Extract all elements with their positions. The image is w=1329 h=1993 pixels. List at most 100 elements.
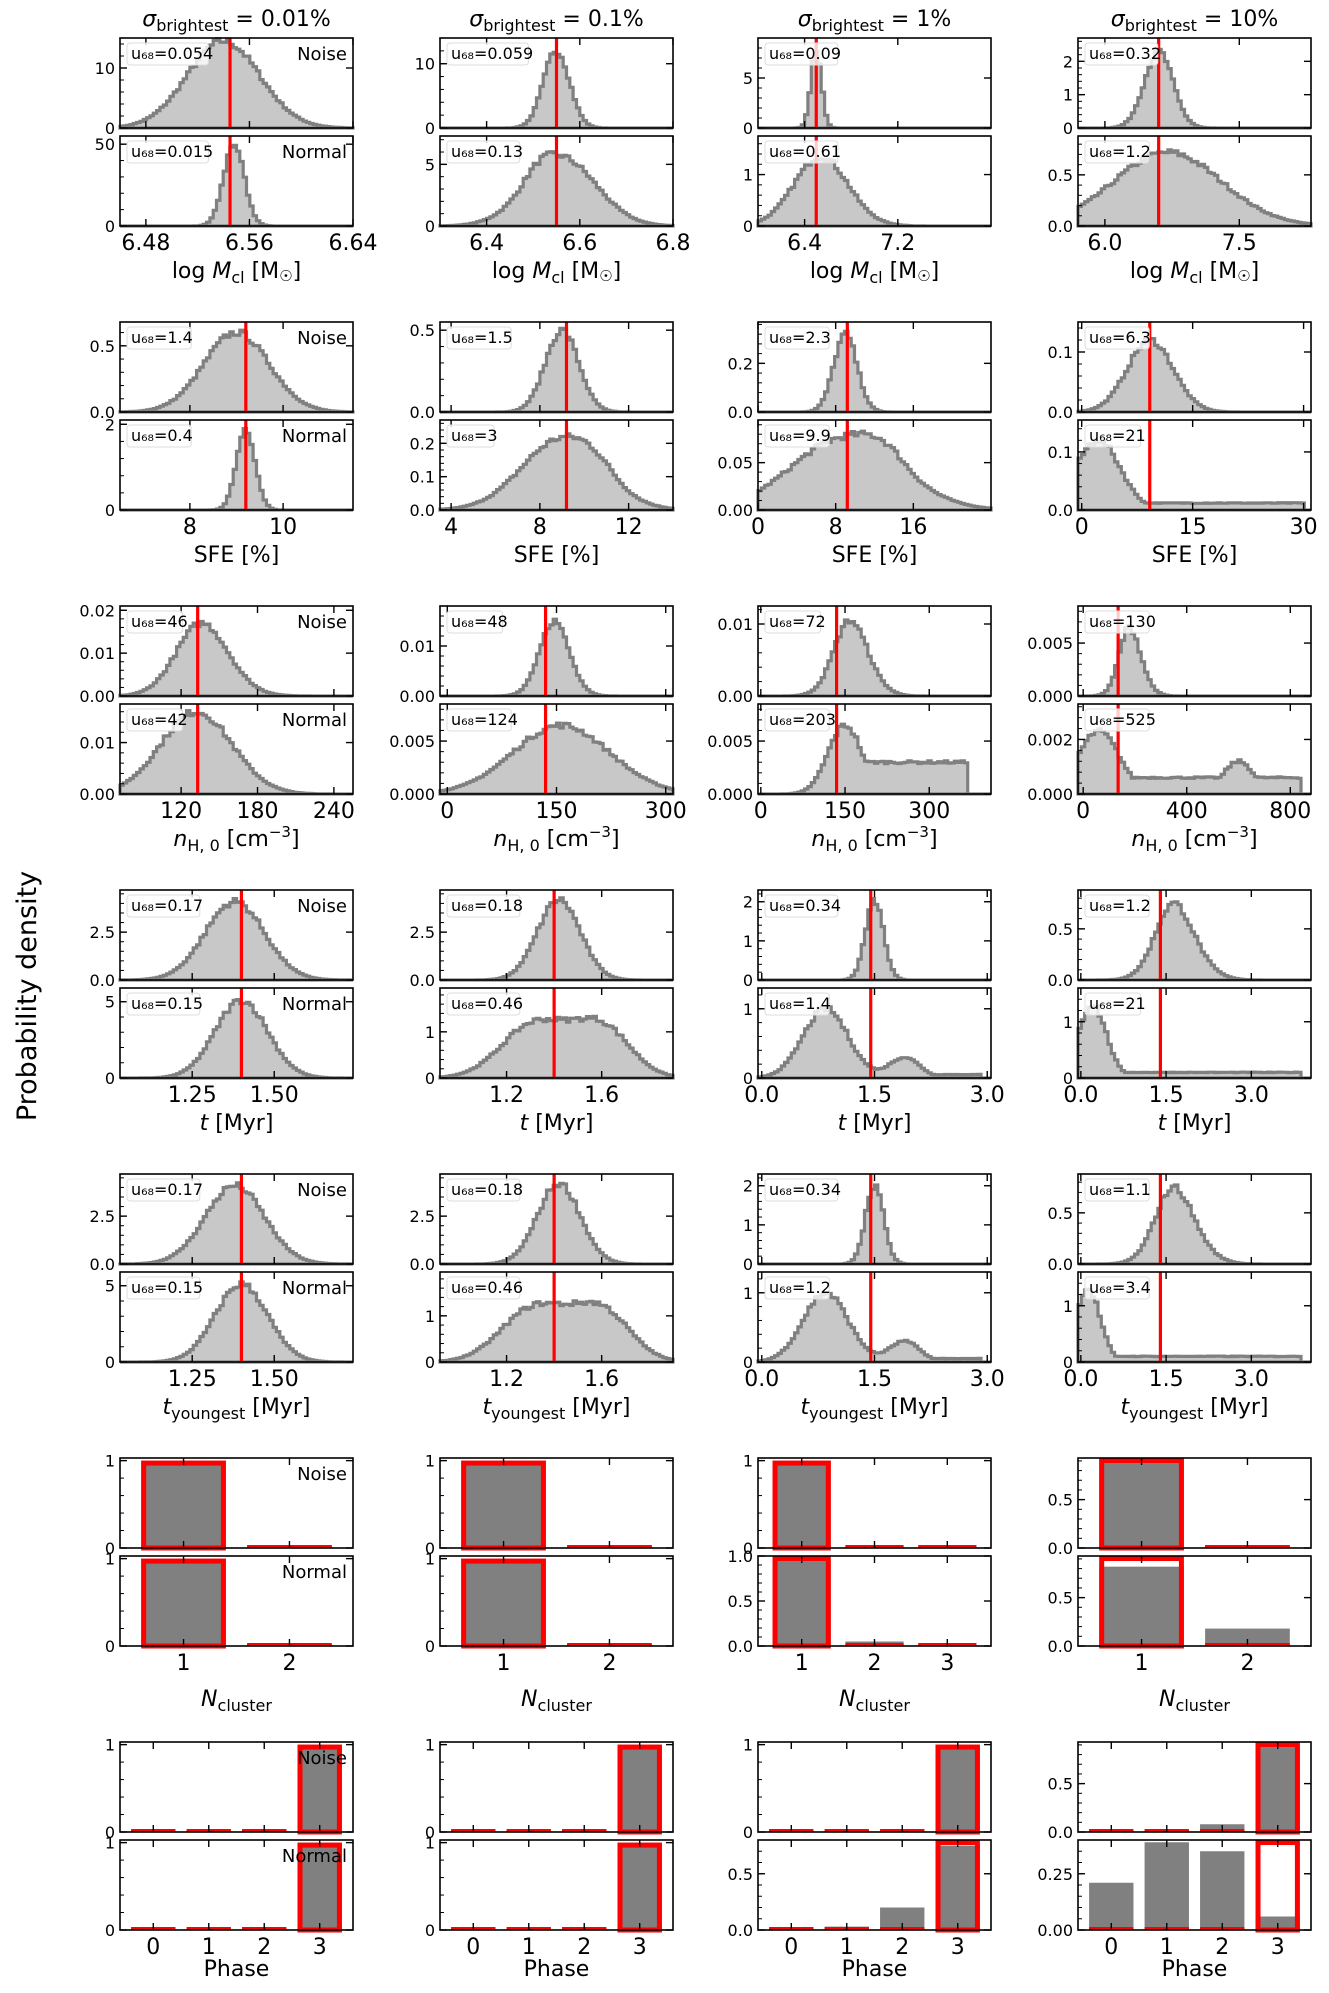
histogram-normal bbox=[438, 1014, 675, 1080]
y-tick-label: 1 bbox=[105, 1550, 115, 1569]
u68-label: u₆₈=0.17 bbox=[131, 1180, 203, 1199]
axes-frame bbox=[439, 419, 674, 511]
u68-box bbox=[1084, 708, 1150, 732]
bar-normal-3 bbox=[617, 1842, 662, 1930]
axis-label-unit: [cm bbox=[1178, 827, 1227, 852]
axis-label-r1: SFE [%] bbox=[832, 543, 918, 568]
u68-box bbox=[764, 894, 839, 918]
subplot-normal: 0.00 0.25 0 1 2 3 bbox=[1037, 1839, 1312, 1960]
axis-label-r2: nH, 0 [cm−3] bbox=[493, 823, 619, 855]
axes-frame bbox=[439, 987, 674, 1079]
y-tick-label: 1 bbox=[105, 1736, 115, 1755]
subplot-normal: 0 50 6.48 6.56 6.64 Normal u₆₈=0.015 bbox=[95, 135, 378, 256]
y-tick-label: 0.005 bbox=[1027, 634, 1073, 653]
bar-noise-3 bbox=[297, 1744, 342, 1832]
subplot-normal: 0 1 1.2 1.6 u₆₈=0.46 bbox=[425, 987, 675, 1108]
u68-label: u₆₈=203 bbox=[769, 710, 836, 729]
y-tick-label: 1 bbox=[743, 1284, 753, 1303]
subplot-noise: 0.0 0.5 u₆₈=1.2 bbox=[1048, 889, 1312, 990]
y-tick-label: 1 bbox=[743, 932, 753, 951]
axis-label-r6: Phase bbox=[204, 1957, 270, 1982]
axis-label-r0: log Mcl [M☉] bbox=[1130, 259, 1259, 287]
y-tick-label: 0 bbox=[425, 119, 435, 138]
y-tick-label: 0.005 bbox=[389, 732, 435, 751]
u68-label: u₆₈=2.3 bbox=[769, 328, 831, 347]
u68-box bbox=[1084, 42, 1159, 66]
y-tick-label: 0 bbox=[105, 1353, 115, 1372]
u68-box bbox=[126, 1276, 201, 1300]
bar-normal-2 bbox=[1200, 1851, 1245, 1930]
u68-box bbox=[126, 894, 201, 918]
axis-label-unit: [cm bbox=[220, 827, 269, 852]
axis-label-symbol: SFE [%] bbox=[194, 543, 280, 568]
axis-label-symbol: t bbox=[1158, 1111, 1168, 1136]
u68-label: u₆₈=0.4 bbox=[131, 426, 193, 445]
subplot-noise: 0.0 0.5 u₆₈=1.1 bbox=[1048, 1173, 1312, 1274]
axis-label-symbol: n bbox=[173, 827, 187, 852]
x-tick-label: 3.0 bbox=[1234, 1083, 1269, 1108]
u68-label: u₆₈=1.4 bbox=[131, 328, 193, 347]
variant-label: Normal bbox=[282, 710, 347, 731]
y-tick-label: 1 bbox=[425, 1023, 435, 1042]
u68-label: u₆₈=1.2 bbox=[1089, 142, 1151, 161]
bar-normal-0 bbox=[1089, 1882, 1134, 1930]
axis-label-unit: [Myr] bbox=[1203, 1395, 1268, 1420]
y-tick-label: 1 bbox=[425, 1736, 435, 1755]
x-tick-label: 800 bbox=[1269, 799, 1311, 824]
axis-label-unit: [Myr] bbox=[208, 1111, 273, 1136]
axes-frame bbox=[757, 419, 992, 511]
subplot-normal: 0 5 1.25 1.50 Normal u₆₈=0.15 bbox=[105, 987, 354, 1108]
y-tick-label: 5 bbox=[425, 155, 435, 174]
panel-r6-c3: 0.0 0.5 0.00 0.25 0 1 2 3 bbox=[1037, 1741, 1312, 1960]
subplot-normal: 0.000 0.005 0 150 300 u₆₈=203 bbox=[707, 703, 992, 824]
axes-frame bbox=[119, 889, 354, 981]
axis-label-subscript: youngest bbox=[491, 1404, 565, 1423]
subplot-normal: 0 1 1 2 bbox=[425, 1550, 674, 1676]
y-tick-label: 0.0 bbox=[410, 1255, 435, 1274]
u68-box bbox=[126, 708, 184, 732]
axis-label-r1: SFE [%] bbox=[194, 543, 280, 568]
y-tick-label: 0.5 bbox=[1048, 166, 1073, 185]
axis-label-r5: Ncluster bbox=[521, 1687, 592, 1715]
axis-label-subscript: cluster bbox=[218, 1696, 273, 1715]
panel-r0-c3: 0 1 2 u₆₈=0.32 0.0 0.5 6.0 7.5 u₆₈=1.2 bbox=[1048, 37, 1313, 256]
axis-label-symbol: SFE [%] bbox=[832, 543, 918, 568]
x-tick-label: 4 bbox=[444, 515, 458, 540]
x-tick-label: 10 bbox=[269, 515, 297, 540]
u68-label: u₆₈=3 bbox=[451, 426, 498, 445]
y-tick-label: 0.00 bbox=[79, 785, 115, 804]
u68-box bbox=[446, 610, 504, 634]
axis-label-unit: [M bbox=[1203, 259, 1238, 284]
axes-frame bbox=[1077, 135, 1312, 227]
axis-label-unit: [Myr] bbox=[883, 1395, 948, 1420]
y-tick-label: 0.000 bbox=[389, 785, 435, 804]
y-tick-label: 0.0 bbox=[90, 1255, 115, 1274]
axis-label-subscript: cl bbox=[551, 268, 564, 287]
axes-frame bbox=[439, 135, 674, 227]
y-tick-label: 0.1 bbox=[1048, 443, 1073, 462]
x-tick-label: 1.5 bbox=[857, 1367, 892, 1392]
x-tick-label: 3 bbox=[940, 1651, 954, 1676]
bar-noise-1 bbox=[141, 1460, 226, 1548]
axis-label-symbol: n bbox=[493, 827, 507, 852]
x-tick-label: 1 bbox=[497, 1651, 511, 1676]
u68-box bbox=[446, 42, 529, 66]
axis-label-unit: [cm bbox=[540, 827, 589, 852]
subplot-noise: 0 5 u₆₈=0.09 bbox=[743, 37, 992, 138]
y-tick-label: 0 bbox=[743, 971, 753, 990]
axis-label-end: ] bbox=[929, 827, 938, 852]
x-tick-label: 1 bbox=[1160, 1935, 1174, 1960]
axis-label-r5: Ncluster bbox=[1159, 1687, 1230, 1715]
u68-box bbox=[764, 1276, 830, 1300]
subplot-normal: 0.0 0.5 1.0 1 2 3 bbox=[728, 1547, 992, 1676]
y-tick-label: 0.01 bbox=[399, 637, 435, 656]
x-tick-label: 1 bbox=[795, 1651, 809, 1676]
panel-r0-c2: 0 5 u₆₈=0.09 0 1 6.4 7.2 u₆₈=0.61 bbox=[743, 37, 992, 256]
axis-label-r6: Phase bbox=[524, 1957, 590, 1982]
u68-box bbox=[446, 326, 512, 350]
y-tick-label: 1 bbox=[1063, 1297, 1073, 1316]
variant-label: Noise bbox=[297, 1464, 347, 1485]
x-tick-label: 3.0 bbox=[970, 1083, 1005, 1108]
